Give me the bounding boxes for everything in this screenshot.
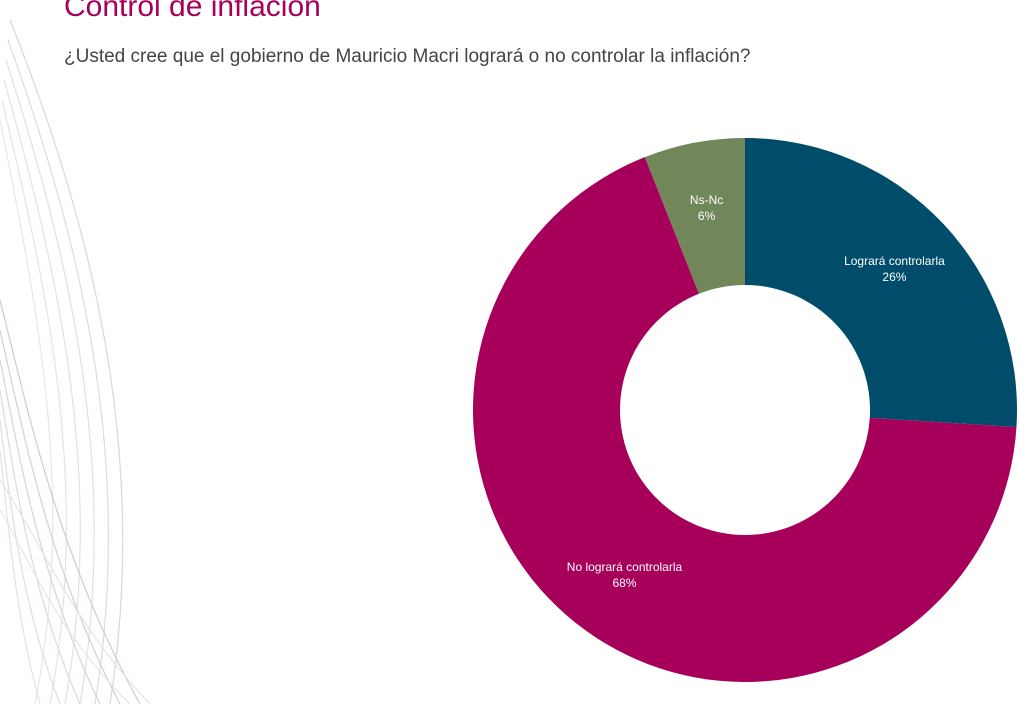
slice-label: Logrará controlarla: [844, 254, 945, 268]
donut-slice: [473, 157, 1017, 682]
donut-slice: [644, 138, 745, 294]
slice-value-label: 26%: [882, 270, 906, 284]
donut-slice: [745, 138, 1017, 428]
chart-title: Control de inflación: [64, 0, 321, 23]
slice-label: Ns-Nc: [690, 193, 723, 207]
slice-value-label: 6%: [698, 209, 716, 223]
slice-value-label: 68%: [612, 576, 636, 590]
chart-subtitle: ¿Usted cree que el gobierno de Mauricio …: [64, 46, 750, 67]
slice-label: No logrará controlarla: [567, 560, 683, 574]
decoration: [0, 19, 151, 704]
